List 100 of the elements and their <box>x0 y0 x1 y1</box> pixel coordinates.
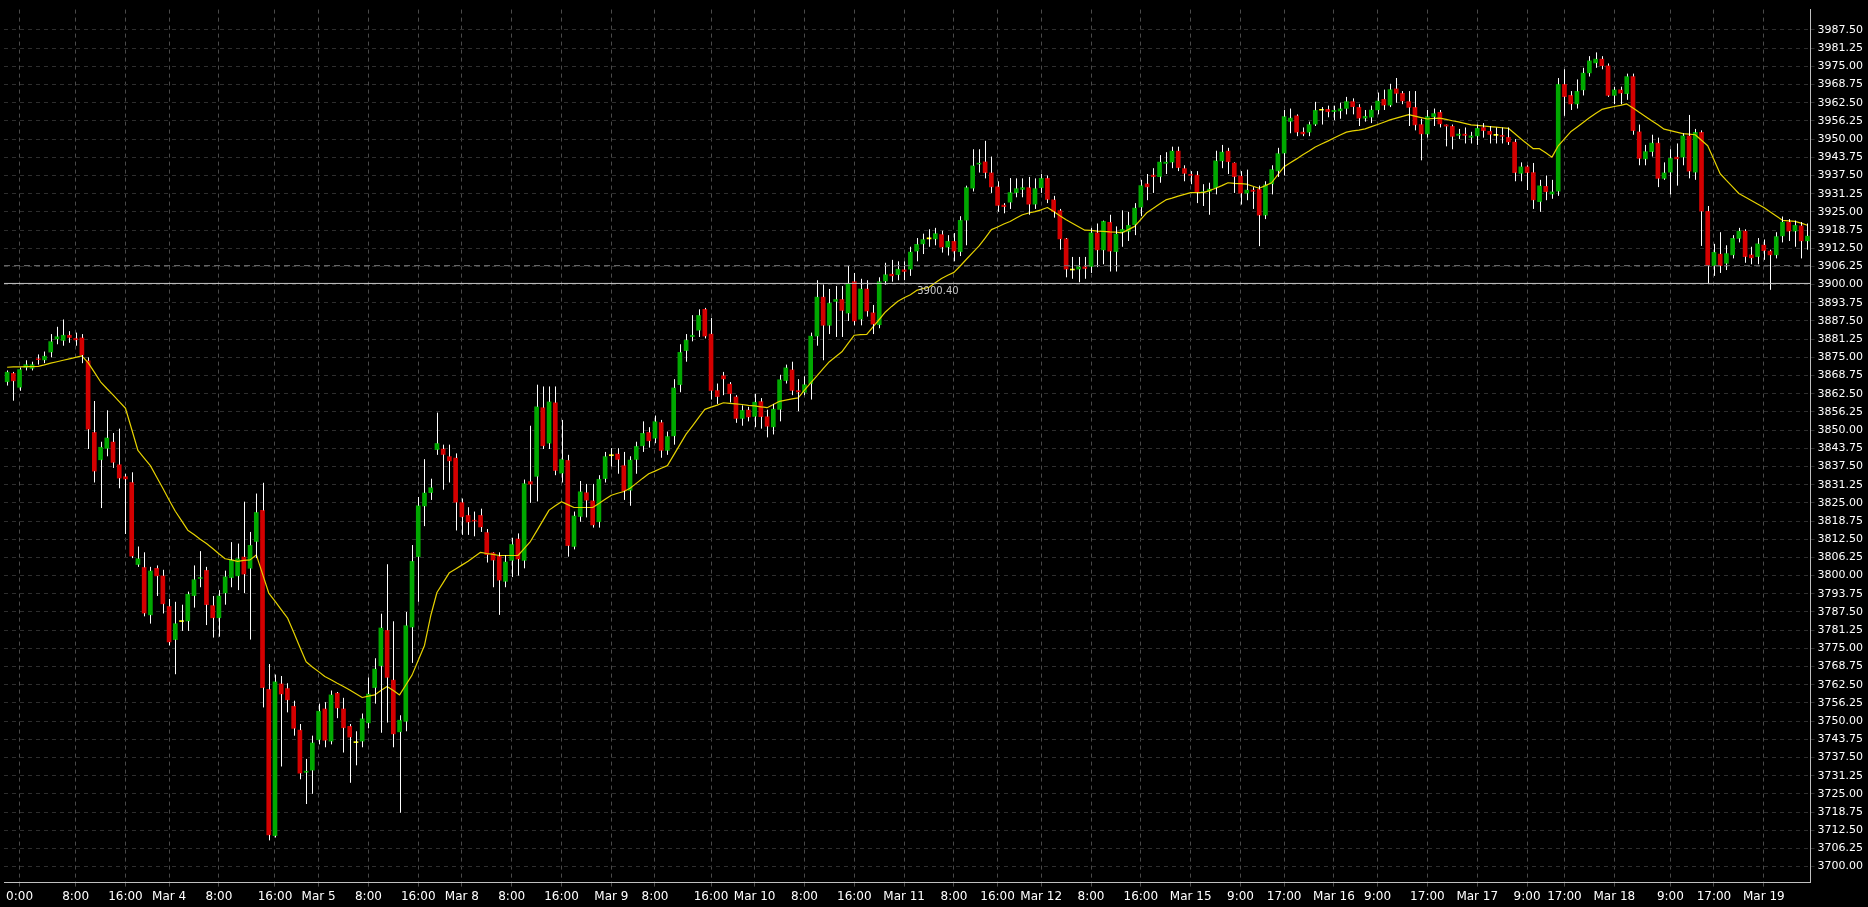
candlestick <box>484 528 490 563</box>
x-tick-label: 16:00 <box>980 888 1015 903</box>
candlestick <box>1680 132 1686 166</box>
y-tick-label: 3937.50 <box>1817 168 1864 182</box>
candlestick <box>1101 221 1106 265</box>
candlestick <box>609 447 614 467</box>
y-tick-label: 3762.50 <box>1817 677 1864 691</box>
candlestick <box>1256 185 1262 247</box>
y-tick-label: 3962.50 <box>1817 95 1864 109</box>
candlestick <box>1636 124 1642 166</box>
candlestick <box>210 595 216 639</box>
candlestick <box>1674 142 1679 187</box>
x-tick-label: 0:00 <box>6 888 34 903</box>
y-tick-label: 3931.25 <box>1817 186 1864 200</box>
x-tick-label: 16:00 <box>837 888 872 903</box>
y-tick-label: 3893.75 <box>1817 295 1864 309</box>
candlestick <box>316 703 321 745</box>
candlestick <box>739 404 745 427</box>
candlestick <box>1132 202 1137 236</box>
x-tick-label: 9:00 <box>1227 888 1254 903</box>
candlestick <box>1244 169 1250 201</box>
candlestick <box>577 480 583 523</box>
y-tick-label: 3787.50 <box>1817 604 1864 618</box>
y-tick-label: 3731.25 <box>1817 768 1864 782</box>
candlestick <box>204 566 209 626</box>
candlestick <box>1449 124 1455 150</box>
x-tick-label: Mar 5 <box>301 888 336 903</box>
candlestick <box>752 393 757 428</box>
candlestick <box>1051 195 1056 219</box>
candlestick <box>185 591 191 632</box>
x-tick-label: Mar 10 <box>733 888 776 903</box>
candlestick <box>665 431 670 456</box>
candlestick <box>1094 222 1100 268</box>
x-tick-label: Mar 15 <box>1169 888 1212 903</box>
candlestick <box>1406 90 1412 127</box>
x-tick-label: Mar 11 <box>883 888 926 903</box>
x-tick-label: Mar 12 <box>1020 888 1063 903</box>
y-tick-label: 3975.00 <box>1817 59 1864 73</box>
candlestick <box>503 554 508 588</box>
candlestick <box>1369 105 1374 124</box>
candlestick <box>1045 174 1050 204</box>
candlestick <box>1375 92 1380 115</box>
y-tick-label: 3875.00 <box>1817 350 1864 364</box>
candlestick <box>1692 128 1698 181</box>
candlestick <box>914 237 919 262</box>
candlestick <box>1506 126 1511 146</box>
candlestick <box>1761 238 1767 261</box>
candlestick <box>1150 167 1156 194</box>
x-tick-label: 17:00 <box>1696 888 1732 903</box>
candlestick <box>148 566 153 625</box>
x-tick-label: 8:00 <box>498 888 526 903</box>
candlestick <box>671 378 676 446</box>
candlestick <box>496 551 502 616</box>
y-tick-label: 3737.50 <box>1817 750 1864 764</box>
y-tick-label: 3756.25 <box>1817 695 1864 709</box>
candlestick <box>1524 166 1530 191</box>
candlestick <box>1786 218 1792 242</box>
x-tick-label: 16:00 <box>400 888 436 903</box>
y-tick-label: 3950.00 <box>1817 131 1864 145</box>
y-tick-label: 3943.75 <box>1817 150 1864 164</box>
candlestick <box>372 657 377 705</box>
ref-line-label: 3900.40 <box>917 285 959 297</box>
y-tick-label: 3887.50 <box>1817 313 1864 327</box>
candlestick <box>1599 55 1605 70</box>
candlestick <box>1537 179 1542 213</box>
candlestick <box>48 333 54 358</box>
candlestick <box>310 735 315 795</box>
x-tick-label: 16:00 <box>257 888 293 903</box>
y-tick-label: 3850.00 <box>1817 422 1864 436</box>
candlestick <box>1780 216 1785 243</box>
candlestick <box>615 447 620 475</box>
x-tick-label: Mar 19 <box>1742 888 1785 903</box>
candlestick <box>73 332 78 347</box>
x-tick-label: 9:00 <box>1364 888 1392 903</box>
x-tick-label: Mar 18 <box>1593 888 1636 903</box>
x-tick-label: 16:00 <box>544 888 579 903</box>
candlestick <box>1038 173 1044 194</box>
candlestick <box>714 383 720 405</box>
candlestick <box>1213 150 1218 195</box>
x-tick-label: Mar 4 <box>152 888 187 903</box>
candlestick <box>534 384 539 502</box>
y-tick-label: 3900.00 <box>1817 277 1864 291</box>
candlestick <box>1294 115 1299 137</box>
x-tick-label: 8:00 <box>791 888 818 903</box>
y-tick-label: 3750.00 <box>1817 713 1864 727</box>
candlestick <box>939 230 944 254</box>
candlestick <box>1263 180 1268 220</box>
candlestick <box>172 601 178 675</box>
candlestick <box>1555 77 1561 197</box>
y-tick-label: 3956.25 <box>1817 113 1864 127</box>
x-tick-label: 16:00 <box>693 888 729 903</box>
y-tick-label: 3706.25 <box>1817 841 1864 855</box>
y-tick-label: 3800.00 <box>1817 568 1864 582</box>
y-tick-label: 3718.75 <box>1817 804 1864 818</box>
candlestick <box>428 478 434 501</box>
candlestick <box>808 332 814 401</box>
candlestick <box>1381 89 1387 111</box>
candlestick <box>1717 231 1723 274</box>
x-tick-label: 8:00 <box>641 888 669 903</box>
candlestick <box>851 272 857 326</box>
